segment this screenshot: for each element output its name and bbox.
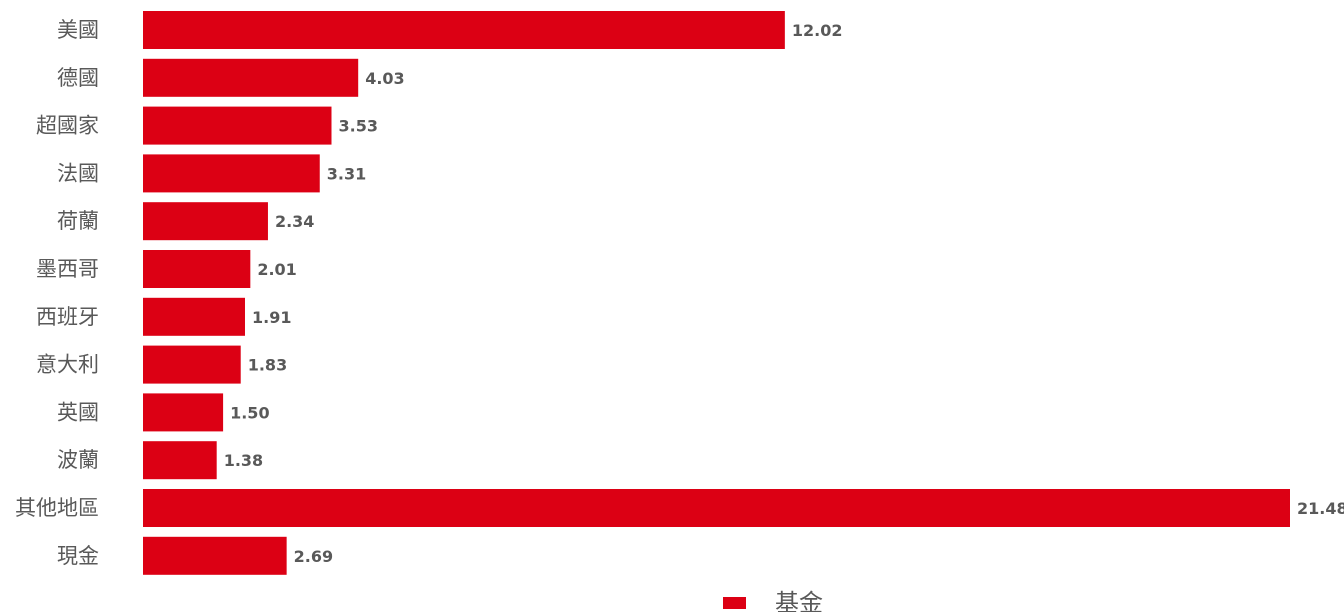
bar [143, 250, 250, 288]
bar [143, 537, 287, 575]
bar [143, 346, 241, 384]
bar [143, 107, 331, 145]
category-label: 美國 [57, 18, 99, 42]
category-label: 現金 [57, 544, 99, 568]
bar [143, 202, 268, 240]
category-label: 墨西哥 [36, 257, 99, 281]
category-label: 荷蘭 [57, 209, 99, 233]
legend-label: 基金 [775, 589, 823, 612]
value-label: 4.03 [365, 69, 404, 88]
category-label: 法國 [57, 161, 99, 185]
bar [143, 59, 358, 97]
category-label: 西班牙 [36, 305, 99, 329]
bar [143, 393, 223, 431]
bar [143, 489, 1290, 527]
value-label: 2.69 [294, 547, 333, 566]
bar [143, 11, 785, 49]
bar [143, 441, 217, 479]
category-label: 意大利 [36, 353, 99, 377]
legend-swatch [723, 597, 746, 609]
value-label: 1.50 [230, 403, 269, 422]
value-label: 1.38 [224, 451, 263, 470]
value-label: 1.83 [248, 356, 287, 375]
value-label: 3.31 [327, 164, 366, 183]
value-label: 1.91 [252, 308, 291, 327]
bar [143, 154, 320, 192]
category-label: 波蘭 [57, 448, 99, 472]
bar [143, 298, 245, 336]
value-label: 2.34 [275, 212, 314, 231]
category-label: 其他地區 [15, 496, 99, 520]
value-label: 21.48 [1297, 499, 1344, 518]
category-label: 超國家 [36, 114, 99, 138]
value-label: 12.02 [792, 21, 843, 40]
category-label: 德國 [57, 66, 99, 90]
category-label: 英國 [57, 400, 99, 424]
value-label: 3.53 [338, 117, 377, 136]
legend: 基金 [723, 589, 823, 612]
value-labels: 12.02 4.03 3.53 3.31 2.34 2.01 1.91 1.83 1.50 1.3… [224, 21, 1344, 566]
value-label: 2.01 [257, 260, 296, 279]
bars [143, 11, 1290, 575]
